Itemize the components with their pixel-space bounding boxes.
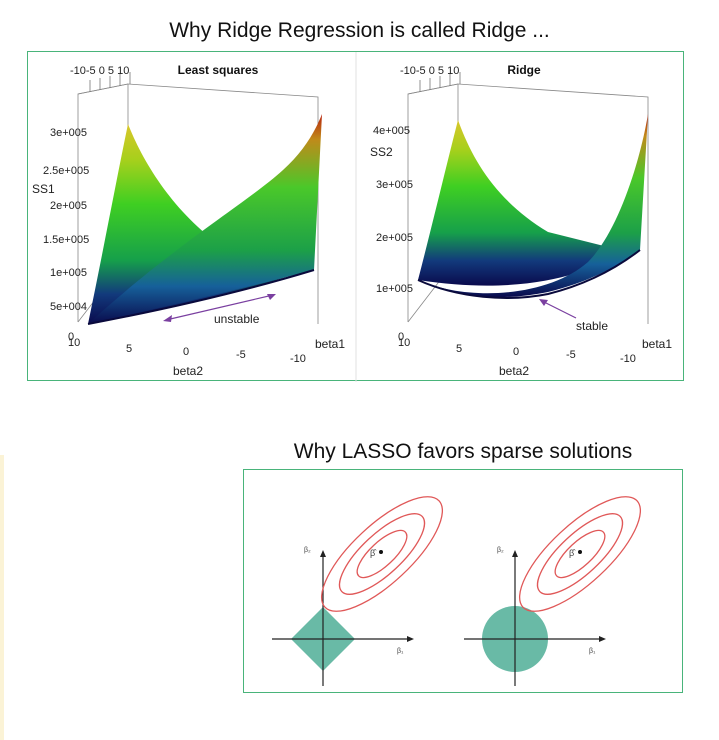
left-z-tick: 0 xyxy=(68,331,74,343)
left-beta1-label: β₁ xyxy=(397,648,404,655)
right-plot-title: Ridge xyxy=(507,63,541,77)
lasso-diagram-frame: β₁ β₂ β̂ β₁ β₂ β̂ xyxy=(243,469,683,693)
left-z-tick: 1e+005 xyxy=(50,267,87,279)
left-z-tick: 1.5e+005 xyxy=(43,234,89,246)
left-z-ticks: 3e+005 2.5e+005 2e+005 1.5e+005 1e+005 5… xyxy=(43,127,89,343)
left-surface-valley xyxy=(87,269,315,325)
right-contours xyxy=(518,496,642,612)
right-estimate-label: β̂ xyxy=(569,548,576,558)
right-surface-back xyxy=(418,120,628,286)
lasso-section-title: Why LASSO favors sparse solutions xyxy=(293,440,633,463)
left-plot-title: Least squares xyxy=(178,63,259,77)
left-z-label: SS1 xyxy=(32,182,55,196)
left-arrow xyxy=(165,294,274,321)
ridge-section-title: Why Ridge Regression is called Ridge ... xyxy=(169,19,550,42)
right-z-ticks: 4e+005 3e+005 2e+005 1e+005 0 xyxy=(373,125,413,343)
left-estimate-label: β̂ xyxy=(370,548,377,558)
right-beta1-label: β₁ xyxy=(589,648,596,655)
left-x-tick: -10 xyxy=(290,353,306,365)
left-x-label: beta2 xyxy=(173,364,203,378)
ridge-circle-diagram: β₁ β₂ β̂ xyxy=(464,496,642,686)
right-top-ticks xyxy=(419,72,461,92)
right-z-tick: 4e+005 xyxy=(373,125,410,137)
left-z-tick: 3e+005 xyxy=(50,127,87,139)
left-z-tick: 2e+005 xyxy=(50,200,87,212)
right-x-label: beta2 xyxy=(499,364,529,378)
left-y-label: beta1 xyxy=(315,337,345,351)
left-x-tick: 10 xyxy=(68,337,80,349)
right-annotation: stable xyxy=(576,319,608,333)
right-top-tick-labels: -10-5 0 5 10 xyxy=(400,65,459,77)
right-z-label: SS2 xyxy=(370,145,393,159)
right-z-tick: 3e+005 xyxy=(376,179,413,191)
left-top-tick-labels: -10-5 0 5 10 xyxy=(70,65,129,77)
right-beta2-label: β₂ xyxy=(497,547,504,554)
right-z-tick: 2e+005 xyxy=(376,232,413,244)
ridge-plots-svg: -10-5 0 5 10 Least squares 3e+005 2.5e+0… xyxy=(32,52,672,382)
left-annotation: unstable xyxy=(214,312,260,326)
left-z-tick: 2.5e+005 xyxy=(43,165,89,177)
lasso-diamond-diagram: β₁ β₂ β̂ xyxy=(272,496,444,686)
left-x-tick: -5 xyxy=(236,349,246,361)
right-x-tick: 10 xyxy=(398,337,410,349)
right-x-tick: 5 xyxy=(456,343,462,355)
left-x-ticks: 10 5 0 -5 -10 xyxy=(68,337,306,365)
left-beta2-label: β₂ xyxy=(304,547,311,554)
left-x-tick: 5 xyxy=(126,343,132,355)
left-surface-front xyxy=(88,114,322,324)
right-x-tick: 0 xyxy=(513,346,519,358)
right-z-tick: 0 xyxy=(398,331,404,343)
right-y-label: beta1 xyxy=(642,337,672,351)
left-top-ticks xyxy=(89,72,131,92)
right-arrow xyxy=(541,300,577,319)
right-x-tick: -10 xyxy=(620,353,636,365)
right-x-ticks: 10 5 0 -5 -10 xyxy=(398,337,636,365)
ridge-plot: -10-5 0 5 10 Ridge 4e+005 3e+005 2e+005 … xyxy=(370,63,672,378)
right-estimate-point xyxy=(578,550,582,554)
left-contours xyxy=(320,496,444,612)
left-x-tick: 0 xyxy=(183,346,189,358)
right-z-tick: 1e+005 xyxy=(376,283,413,295)
left-z-tick: 5e+004 xyxy=(50,301,87,313)
lasso-diagram-svg: β₁ β₂ β̂ β₁ β₂ β̂ xyxy=(272,496,642,686)
least-squares-plot: -10-5 0 5 10 Least squares 3e+005 2.5e+0… xyxy=(32,63,345,378)
right-x-tick: -5 xyxy=(566,349,576,361)
left-estimate-point xyxy=(379,550,383,554)
right-surface-valley xyxy=(417,249,641,299)
ridge-plots-frame: -10-5 0 5 10 Least squares 3e+005 2.5e+0… xyxy=(27,51,684,382)
left-accent-bar xyxy=(0,455,4,740)
